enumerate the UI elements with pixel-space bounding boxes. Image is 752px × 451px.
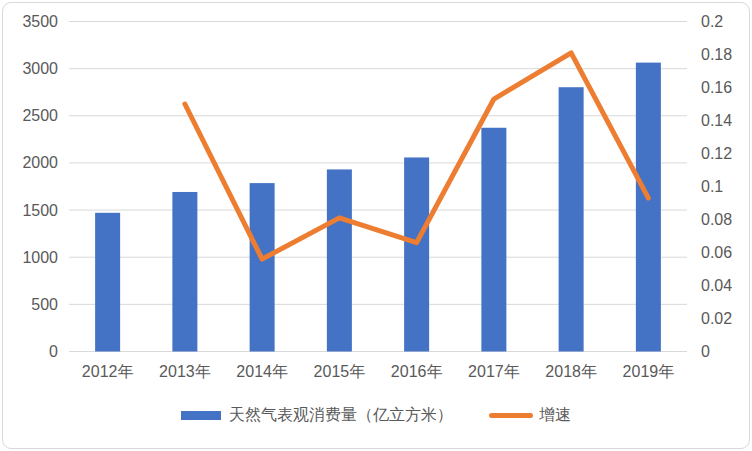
chart-legend: 天然气表观消费量（亿立方米） 增速 [0,405,752,426]
x-axis-label: 2016年 [391,363,443,380]
consumption-bar [172,192,197,352]
bar-series-label: 天然气表观消费量（亿立方米） [229,405,453,426]
y-left-tick-label: 2500 [22,107,58,124]
y-left-tick-label: 3500 [22,13,58,30]
y-left-tick-label: 1000 [22,249,58,266]
y-right-tick-label: 0.08 [701,211,732,228]
consumption-bar [481,128,506,352]
consumption-bar [404,157,429,351]
legend-item-bar-series: 天然气表观消费量（亿立方米） [181,405,453,426]
y-left-tick-label: 1500 [22,202,58,219]
consumption-bar [327,169,352,351]
y-right-tick-label: 0.02 [701,310,732,327]
y-right-tick-label: 0.16 [701,79,732,96]
y-left-tick-label: 500 [31,296,58,313]
consumption-bar [636,63,661,352]
consumption-bar [95,213,120,352]
chart-plot: 0 500 1000 1500 2000 2500 3000 3500 0 0.02 0.04 0.0… [0,0,752,451]
consumption-bar [559,87,584,351]
x-axis-label: 2014年 [236,363,288,380]
y-left-tick-label: 0 [49,343,58,360]
y-right-tick-label: 0.1 [701,178,723,195]
x-axis-label: 2019年 [623,363,675,380]
x-axis-label: 2017年 [468,363,520,380]
y-left-tick-label: 2000 [22,154,58,171]
y-right-tick-label: 0.12 [701,145,732,162]
y-right-tick-label: 0.18 [701,46,732,63]
x-axis-label: 2012年 [82,363,134,380]
y-right-tick-label: 0.2 [701,13,723,30]
legend-item-line-series: 增速 [489,405,571,426]
consumption-bar [250,183,275,351]
y-right-tick-label: 0.14 [701,112,732,129]
y-right-tick-label: 0.06 [701,244,732,261]
x-axis-label: 2015年 [314,363,366,380]
y-right-tick-label: 0 [701,343,710,360]
x-axis-label: 2013年 [159,363,211,380]
line-series-swatch-icon [489,413,533,418]
y-left-tick-label: 3000 [22,60,58,77]
x-axis-label: 2018年 [545,363,597,380]
y-right-tick-label: 0.04 [701,277,732,294]
line-series-label: 增速 [539,405,571,426]
bar-series-swatch-icon [181,411,221,420]
